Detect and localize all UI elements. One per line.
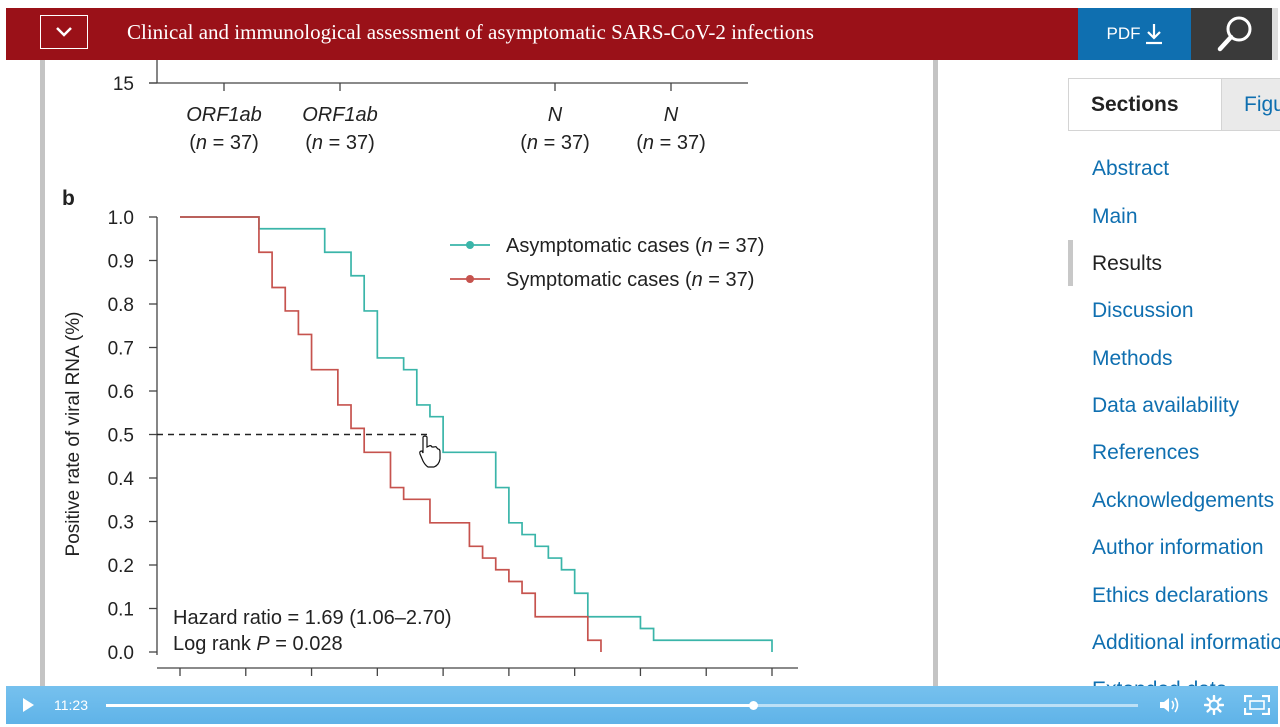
video-progress-fill xyxy=(106,704,754,707)
search-button[interactable] xyxy=(1191,8,1278,60)
pdf-label: PDF xyxy=(1106,24,1141,43)
nav-item-main[interactable]: Main xyxy=(1092,205,1138,228)
settings-gear-icon[interactable] xyxy=(1204,695,1224,715)
menu-toggle-button[interactable] xyxy=(40,15,88,49)
nav-item-author-information[interactable]: Author information xyxy=(1092,536,1264,559)
download-icon xyxy=(1145,24,1162,45)
play-icon[interactable] xyxy=(20,697,36,713)
video-time: 11:23 xyxy=(54,697,88,713)
legend-dot-asymptomatic xyxy=(466,241,474,249)
asymptomatic-survival-curve xyxy=(180,216,773,652)
chevron-down-icon xyxy=(56,27,72,37)
legend-dot-symptomatic xyxy=(466,275,474,283)
top-group-n: (n = 37) xyxy=(189,132,259,154)
y-tick-labels: 0.0 0.1 0.2 0.3 0.4 0.5 0.6 0.7 0.8 0.9 1.0 xyxy=(108,208,135,664)
nav-item-acknowledgements[interactable]: Acknowledgements xyxy=(1092,489,1275,512)
article-header-bar: Clinical and immunological assessment of… xyxy=(6,8,1278,60)
top-group-labels: ORF1ab (n = 37) ORF1ab (n = 37) N (n = 37) N (n… xyxy=(186,104,706,154)
nav-item-references[interactable]: References xyxy=(1092,441,1200,464)
top-group-n: (n = 37) xyxy=(305,132,375,154)
y-axis-label: Positive rate of viral RNA (%) xyxy=(63,312,84,557)
symptomatic-survival-curve xyxy=(180,216,602,652)
video-control-bar: 11:23 xyxy=(6,686,1278,724)
legend-label-symptomatic: Symptomatic cases (n = 37) xyxy=(506,269,754,291)
hand-cursor-icon xyxy=(419,435,441,468)
download-pdf-button[interactable]: PDF xyxy=(1078,8,1191,60)
y-tick-label: 0.2 xyxy=(108,556,134,577)
video-progress-knob[interactable] xyxy=(749,701,759,710)
nav-item-extended-data[interactable]: Extended data xyxy=(1092,675,1227,686)
sidebar-tabs: Sections Figures xyxy=(1068,78,1280,130)
top-panel-axes: 15 xyxy=(113,60,748,95)
chart-axes xyxy=(149,216,798,676)
nav-item-data-availability[interactable]: Data availability xyxy=(1092,394,1240,417)
search-icon xyxy=(1217,16,1251,52)
hazard-ratio-text: Hazard ratio = 1.69 (1.06–2.70) xyxy=(173,607,452,629)
top-group-n: (n = 37) xyxy=(520,132,590,154)
top-group-name: N xyxy=(664,104,679,126)
nav-item-results[interactable]: Results xyxy=(1092,252,1163,275)
tabs-divider xyxy=(1068,130,1280,131)
y-tick-label: 0.6 xyxy=(108,382,134,403)
nav-item-abstract[interactable]: Abstract xyxy=(1092,157,1170,180)
figure-panel: 15 ORF1ab (n = 37) ORF1ab (n = 37) N (n = 37)… xyxy=(40,60,938,687)
nav-item-methods[interactable]: Methods xyxy=(1092,347,1173,370)
y-tick-label: 0.4 xyxy=(108,469,135,490)
log-rank-text: Log rank P = 0.028 xyxy=(173,633,343,655)
y-tick-label: 0.3 xyxy=(108,513,134,534)
panel-label: b xyxy=(62,187,75,210)
y-tick-label: 0.5 xyxy=(108,426,134,447)
top-group-n: (n = 37) xyxy=(636,132,706,154)
y-tick-label: 0.7 xyxy=(108,339,134,360)
tab-sections[interactable]: Sections xyxy=(1068,78,1222,130)
y-tick-label: 0.0 xyxy=(108,643,134,664)
top-group-name: ORF1ab xyxy=(302,104,378,126)
sections-nav: Abstract Main Results Discussion Methods… xyxy=(1068,146,1280,686)
y-tick-label: 0.9 xyxy=(108,252,134,273)
series-group xyxy=(180,216,773,652)
nav-item-additional-information[interactable]: Additional information xyxy=(1092,631,1280,654)
nav-item-ethics-declarations[interactable]: Ethics declarations xyxy=(1092,584,1269,607)
fullscreen-icon[interactable] xyxy=(1244,695,1270,715)
scrollbar-strip xyxy=(1272,8,1278,60)
chart-legend: Asymptomatic cases (n = 37) Symptomatic … xyxy=(450,235,764,291)
active-section-indicator xyxy=(1068,240,1073,286)
y-tick-label: 0.1 xyxy=(108,600,134,621)
top-group-name: N xyxy=(548,104,563,126)
article-title: Clinical and immunological assessment of… xyxy=(127,20,814,44)
nav-item-discussion[interactable]: Discussion xyxy=(1092,299,1194,322)
survival-chart: 15 ORF1ab (n = 37) ORF1ab (n = 37) N (n = 37)… xyxy=(62,60,798,676)
top-y-tick: 15 xyxy=(113,74,134,95)
y-tick-label: 1.0 xyxy=(108,208,134,229)
volume-icon[interactable] xyxy=(1158,695,1182,715)
top-group-name: ORF1ab xyxy=(186,104,262,126)
tab-figures[interactable]: Figures xyxy=(1222,78,1280,130)
legend-label-asymptomatic: Asymptomatic cases (n = 37) xyxy=(506,235,764,257)
video-progress-track[interactable] xyxy=(106,701,1138,710)
y-tick-label: 0.8 xyxy=(108,295,134,316)
